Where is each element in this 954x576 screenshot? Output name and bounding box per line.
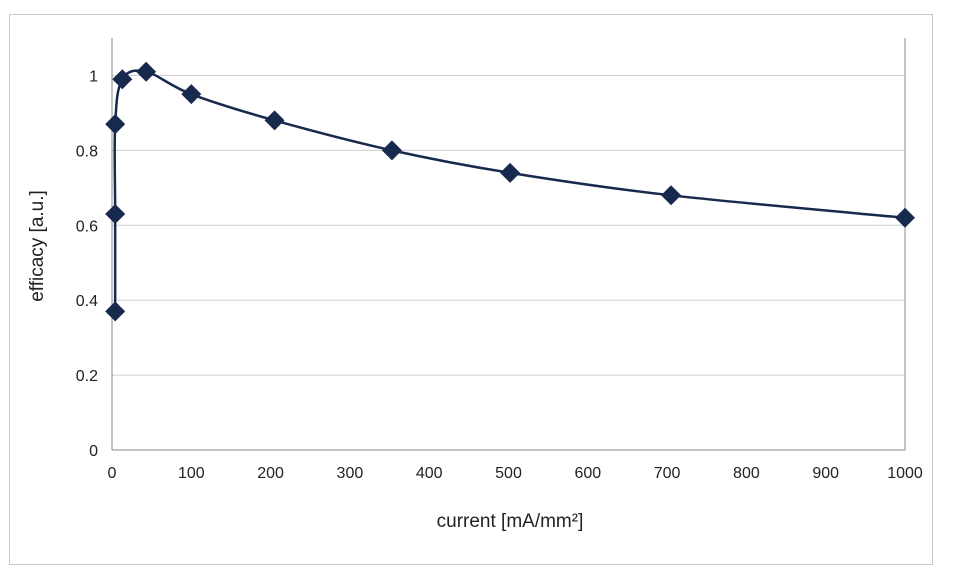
- y-axis-title: efficacy [a.u.]: [27, 190, 48, 302]
- y-tick-label: 0.4: [76, 293, 98, 310]
- data-point: [895, 207, 915, 228]
- data-point: [136, 61, 157, 82]
- data-point: [105, 114, 126, 135]
- data-point: [112, 69, 133, 90]
- data-point: [181, 84, 202, 105]
- x-tick-label: 300: [337, 465, 364, 482]
- x-tick-label: 800: [733, 465, 760, 482]
- x-tick-label: 400: [416, 465, 443, 482]
- y-tick-label: 0.2: [76, 368, 98, 385]
- data-points: [105, 61, 915, 322]
- x-tick-label: 1000: [887, 465, 923, 482]
- grid-lines: [112, 74, 905, 376]
- series-line: [113, 69, 906, 312]
- x-tick-label: 0: [108, 465, 117, 482]
- x-tick-labels: 0 100 200 300 400 500 600 700 800 900 1000: [108, 465, 923, 482]
- y-tick-label: 0: [89, 443, 98, 460]
- data-point: [500, 162, 521, 183]
- x-tick-label: 600: [574, 465, 601, 482]
- y-tick-label: 0.8: [76, 143, 98, 160]
- x-tick-label: 900: [812, 465, 839, 482]
- y-tick-label: 1: [89, 68, 98, 85]
- y-tick-label: 0.6: [76, 218, 98, 235]
- x-tick-label: 100: [178, 465, 205, 482]
- x-tick-label: 700: [654, 465, 681, 482]
- x-tick-label: 200: [257, 465, 284, 482]
- axes: [111, 38, 906, 451]
- x-tick-label: 500: [495, 465, 522, 482]
- data-point: [264, 110, 285, 131]
- chart-frame: [9, 14, 933, 565]
- data-point: [105, 204, 126, 225]
- x-axis-title: current [mA/mm²]: [437, 511, 584, 532]
- data-point: [661, 185, 682, 206]
- y-tick-labels: 0 0.2 0.4 0.6 0.8 1: [76, 68, 98, 460]
- data-point: [105, 301, 126, 322]
- data-point: [381, 140, 402, 161]
